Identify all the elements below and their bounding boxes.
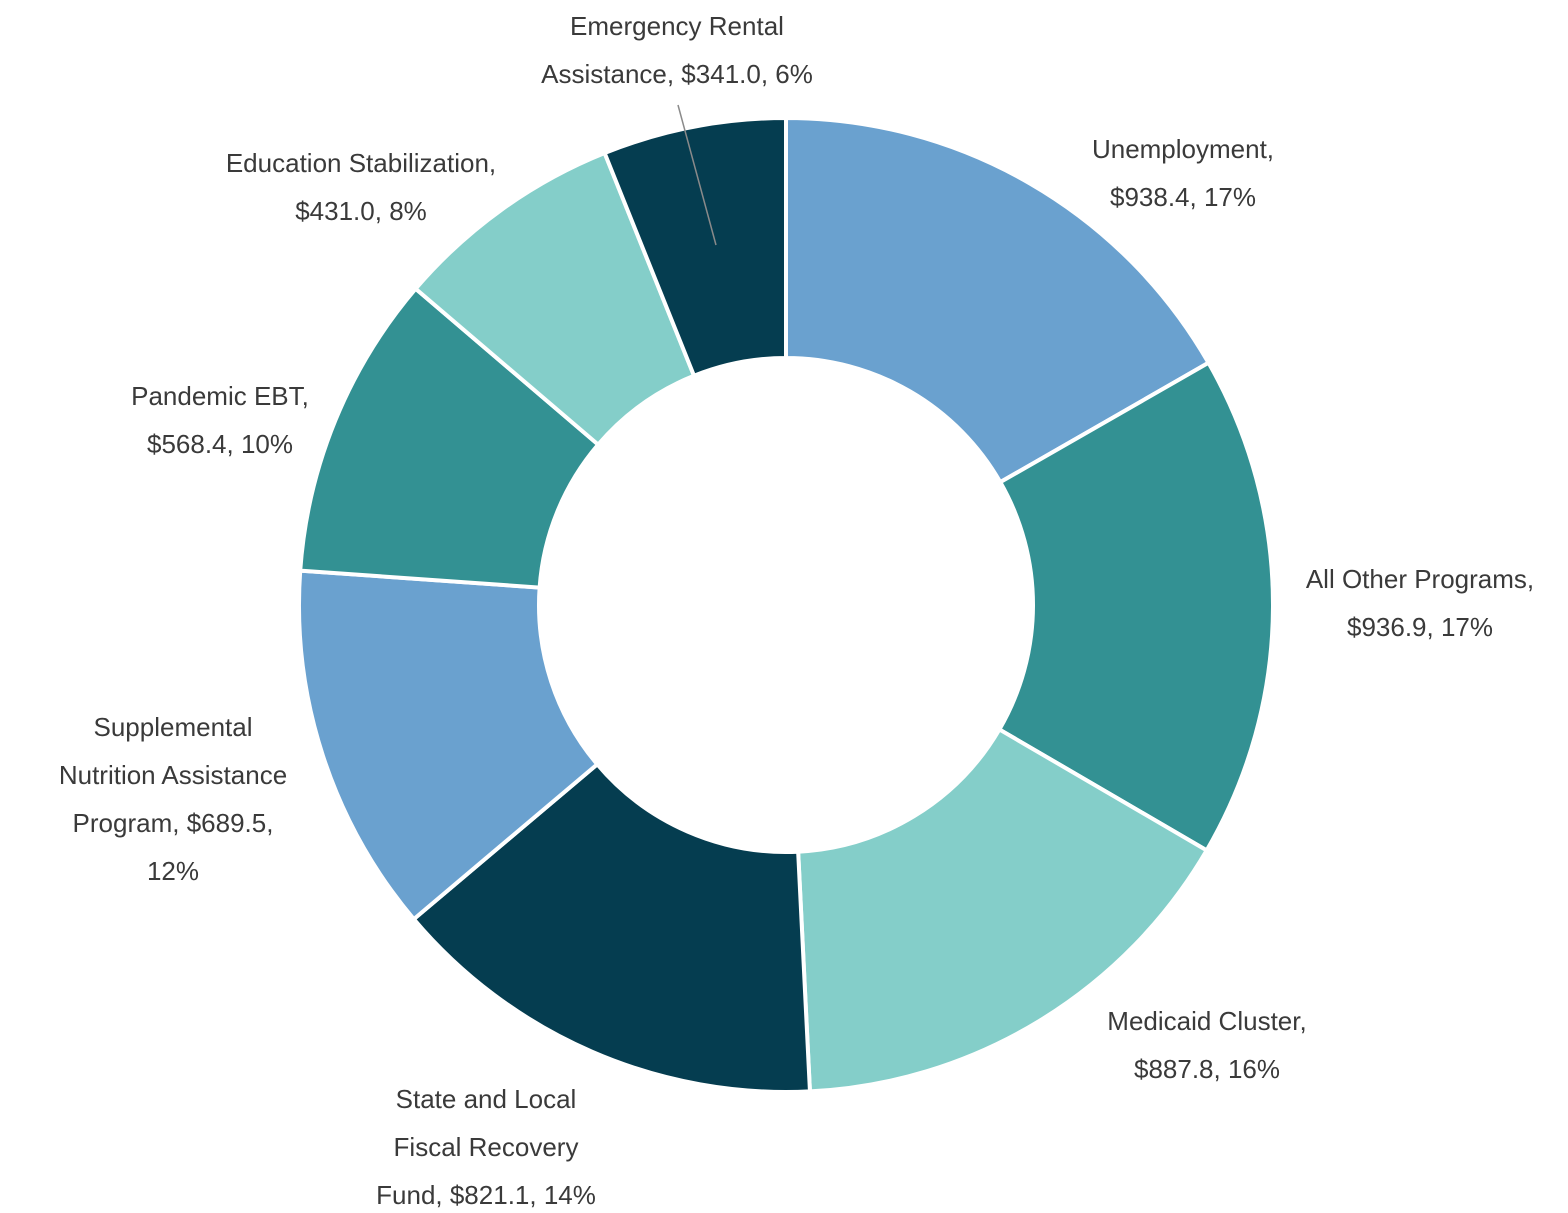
value-label: $431.0, 8% [295,196,427,226]
slice [796,726,1210,1094]
value-label: $568.4, 10% [146,429,293,459]
slice [298,285,601,590]
category-label: Medicaid Cluster, [1107,1006,1307,1036]
category-label: Supplemental Nutrition Assistance [58,712,288,790]
value-label: $887.8, 16% [1133,1054,1280,1084]
value-label: Assistance, $341.0, 6% [541,59,813,89]
value-label: Program, $689.5, 12% [72,808,274,886]
slice-label: Medicaid Cluster, $887.8, 16% [1092,997,1322,1093]
category-label: Pandemic EBT, [131,381,309,411]
category-label: Emergency Rental [570,11,784,41]
category-label: All Other Programs, [1305,564,1535,594]
leader-line [677,104,717,246]
slice [602,115,788,379]
slice-label: Education Stabilization, $431.0, 8% [206,139,516,235]
value-label: $938.4, 17% [1109,182,1256,212]
slice-label: Supplemental Nutrition Assistance Progra… [43,703,303,895]
slice [411,761,813,1094]
slice-label: Pandemic EBT, $568.4, 10% [120,372,320,468]
slice-label: All Other Programs, $936.9, 17% [1295,555,1545,651]
value-label: Fund, $821.1, 14% [376,1180,596,1210]
category-label: Education Stabilization, [225,148,497,178]
slice-label: State and Local Fiscal Recovery Fund, $8… [376,1075,596,1213]
slice [996,360,1275,854]
slice-label: Emergency Rental Assistance, $341.0, 6% [532,2,822,98]
slice [297,568,601,922]
value-label: $936.9, 17% [1346,612,1493,642]
category-label: State and Local Fiscal Recovery [393,1084,579,1162]
category-label: Unemployment, [1091,134,1275,164]
slice [784,115,1212,485]
slice-label: Unemployment, $938.4, 17% [1063,125,1303,221]
